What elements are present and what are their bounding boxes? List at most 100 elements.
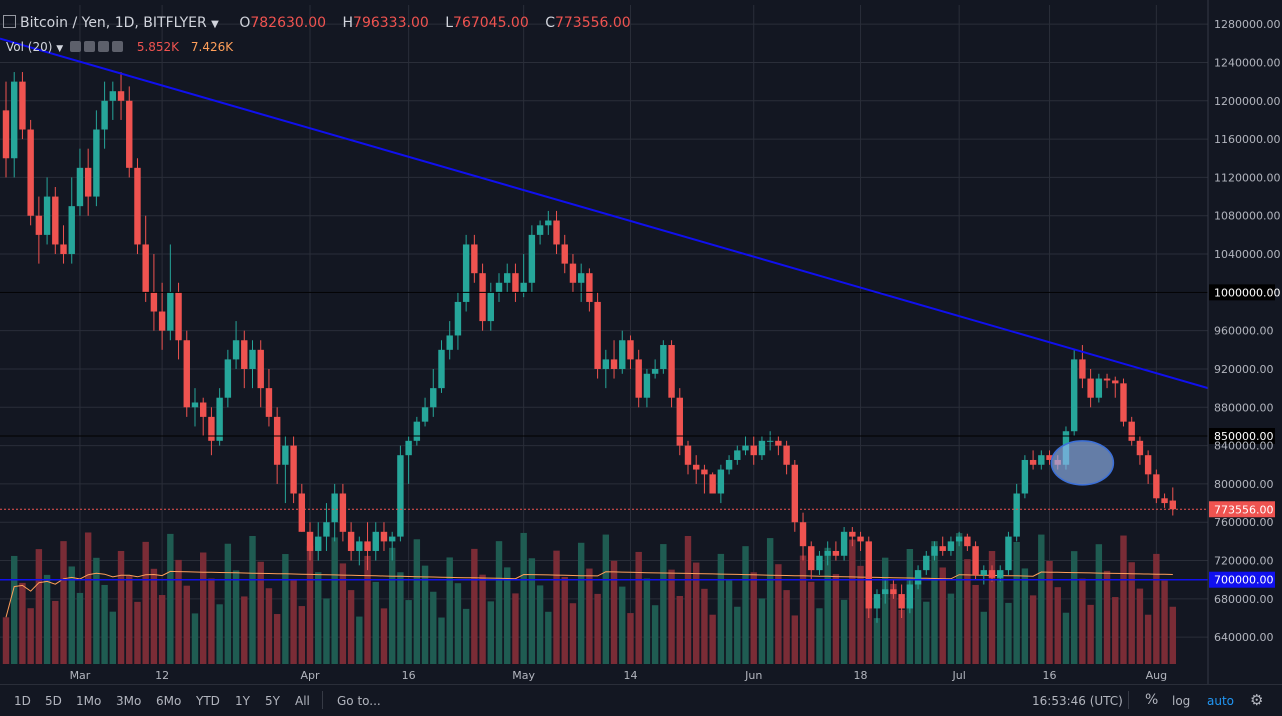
settings-icon[interactable]: [83, 41, 95, 52]
range-5d[interactable]: 5D: [45, 694, 62, 708]
candle-body: [68, 206, 75, 255]
volume-bar: [93, 557, 100, 664]
volume-bar: [1029, 595, 1037, 664]
volume-bar: [495, 541, 503, 664]
volume-bar: [1013, 541, 1020, 664]
candle-body: [931, 546, 938, 556]
close-icon[interactable]: [111, 41, 123, 52]
range-all[interactable]: All: [295, 694, 310, 708]
candle-body: [216, 397, 223, 441]
candle-body: [939, 546, 946, 551]
price-axis: 1280000.00 1240000.00 1200000.00 1160000.00…: [1207, 0, 1282, 684]
volume-bar: [290, 579, 297, 664]
volume-ma-line: [5, 570, 1173, 618]
volume-bar: [766, 538, 774, 664]
volume-bar: [840, 599, 848, 664]
low-value: 767045.00: [453, 15, 529, 31]
candle-body: [898, 594, 905, 609]
volume-bar: [799, 555, 807, 664]
range-3mo[interactable]: 3Mo: [116, 694, 142, 708]
candle-body: [117, 91, 125, 101]
volume-bar: [997, 577, 1004, 664]
high-label: H: [342, 15, 354, 31]
volume-bar: [651, 605, 659, 664]
menu-icon[interactable]: [3, 15, 16, 28]
range-1mo[interactable]: 1Mo: [76, 694, 102, 708]
candle-body: [35, 215, 43, 235]
volume-bar: [142, 541, 149, 664]
candle-body: [1136, 440, 1144, 456]
volume-bar: [421, 565, 429, 664]
candle-body: [84, 167, 92, 197]
candle-body: [290, 445, 297, 494]
low-label: L: [445, 15, 454, 31]
range-ytd[interactable]: YTD: [196, 694, 220, 708]
percent-toggle[interactable]: %: [1145, 692, 1159, 708]
candle-body: [660, 345, 667, 369]
chevron-down-icon[interactable]: ▼: [56, 44, 64, 54]
volume-bar: [824, 547, 831, 664]
volume-bar: [512, 593, 519, 664]
volume-bar: [660, 544, 667, 664]
volume-bar: [306, 545, 314, 664]
volume-bar: [364, 555, 371, 664]
candle-body: [487, 292, 494, 322]
volume-bar: [282, 554, 289, 664]
candle-body: [134, 167, 141, 245]
volume-bar: [380, 608, 388, 664]
volume-bar: [109, 611, 117, 664]
volume-bar: [750, 572, 757, 664]
candle-body: [1079, 359, 1086, 379]
candle-body: [643, 373, 651, 398]
goto-button[interactable]: Go to...: [337, 694, 381, 708]
candle-body: [1144, 455, 1152, 475]
log-toggle[interactable]: log: [1172, 694, 1191, 708]
candle-body: [783, 445, 790, 465]
range-1y[interactable]: 1Y: [235, 694, 250, 708]
volume-bar: [520, 532, 527, 664]
candle-body: [397, 455, 404, 537]
price-chart[interactable]: 1280000.00 1240000.00 1200000.00 1160000.00…: [0, 0, 1282, 684]
auto-toggle[interactable]: auto: [1207, 694, 1235, 708]
candle-body: [840, 531, 848, 556]
candle-body: [980, 570, 988, 575]
bottom-toolbar: 1D 5D 1Mo 3Mo 6Mo YTD 1Y 5Y All Go to...…: [0, 684, 1282, 716]
volume-bar: [1079, 578, 1086, 664]
candle-body: [635, 359, 642, 398]
chevron-down-icon[interactable]: ▼: [211, 19, 219, 30]
time-tick-label: Aug: [1146, 669, 1167, 682]
volume-ma-value: 7.426K: [190, 40, 234, 54]
candle-body: [873, 594, 881, 609]
volume-bar: [1153, 553, 1160, 664]
open-label: O: [239, 15, 251, 31]
volume-bar: [438, 617, 445, 664]
volume-bar: [68, 566, 75, 664]
candle-body: [306, 531, 314, 551]
volume-bar: [816, 608, 823, 664]
volume-bar: [898, 609, 905, 664]
symbol-title[interactable]: Bitcoin / Yen, 1D, BITFLYER: [20, 15, 207, 31]
range-6mo[interactable]: 6Mo: [156, 694, 182, 708]
volume-bar: [1046, 560, 1053, 664]
range-5y[interactable]: 5Y: [265, 694, 280, 708]
candle-body: [890, 589, 897, 595]
candle-body: [808, 546, 815, 571]
add-icon[interactable]: [97, 41, 109, 52]
candle-body: [651, 368, 659, 374]
volume-label[interactable]: Vol (20): [6, 40, 53, 54]
price-tick-label: 1040000.00: [1214, 248, 1280, 261]
range-1d[interactable]: 1D: [14, 694, 31, 708]
candle-body: [561, 244, 568, 264]
volume-bar: [1087, 604, 1094, 664]
volume-bar: [1054, 587, 1061, 664]
candle-body: [914, 570, 922, 585]
volume-bar: [873, 618, 881, 664]
candle-body: [323, 522, 330, 537]
candle-body: [356, 541, 363, 551]
candle-body: [799, 522, 807, 547]
settings-icon[interactable]: ⚙: [1250, 691, 1264, 709]
candle-body: [881, 589, 889, 595]
eye-icon[interactable]: [69, 41, 81, 52]
candle-body: [1161, 498, 1168, 504]
candle-body: [1038, 455, 1045, 465]
